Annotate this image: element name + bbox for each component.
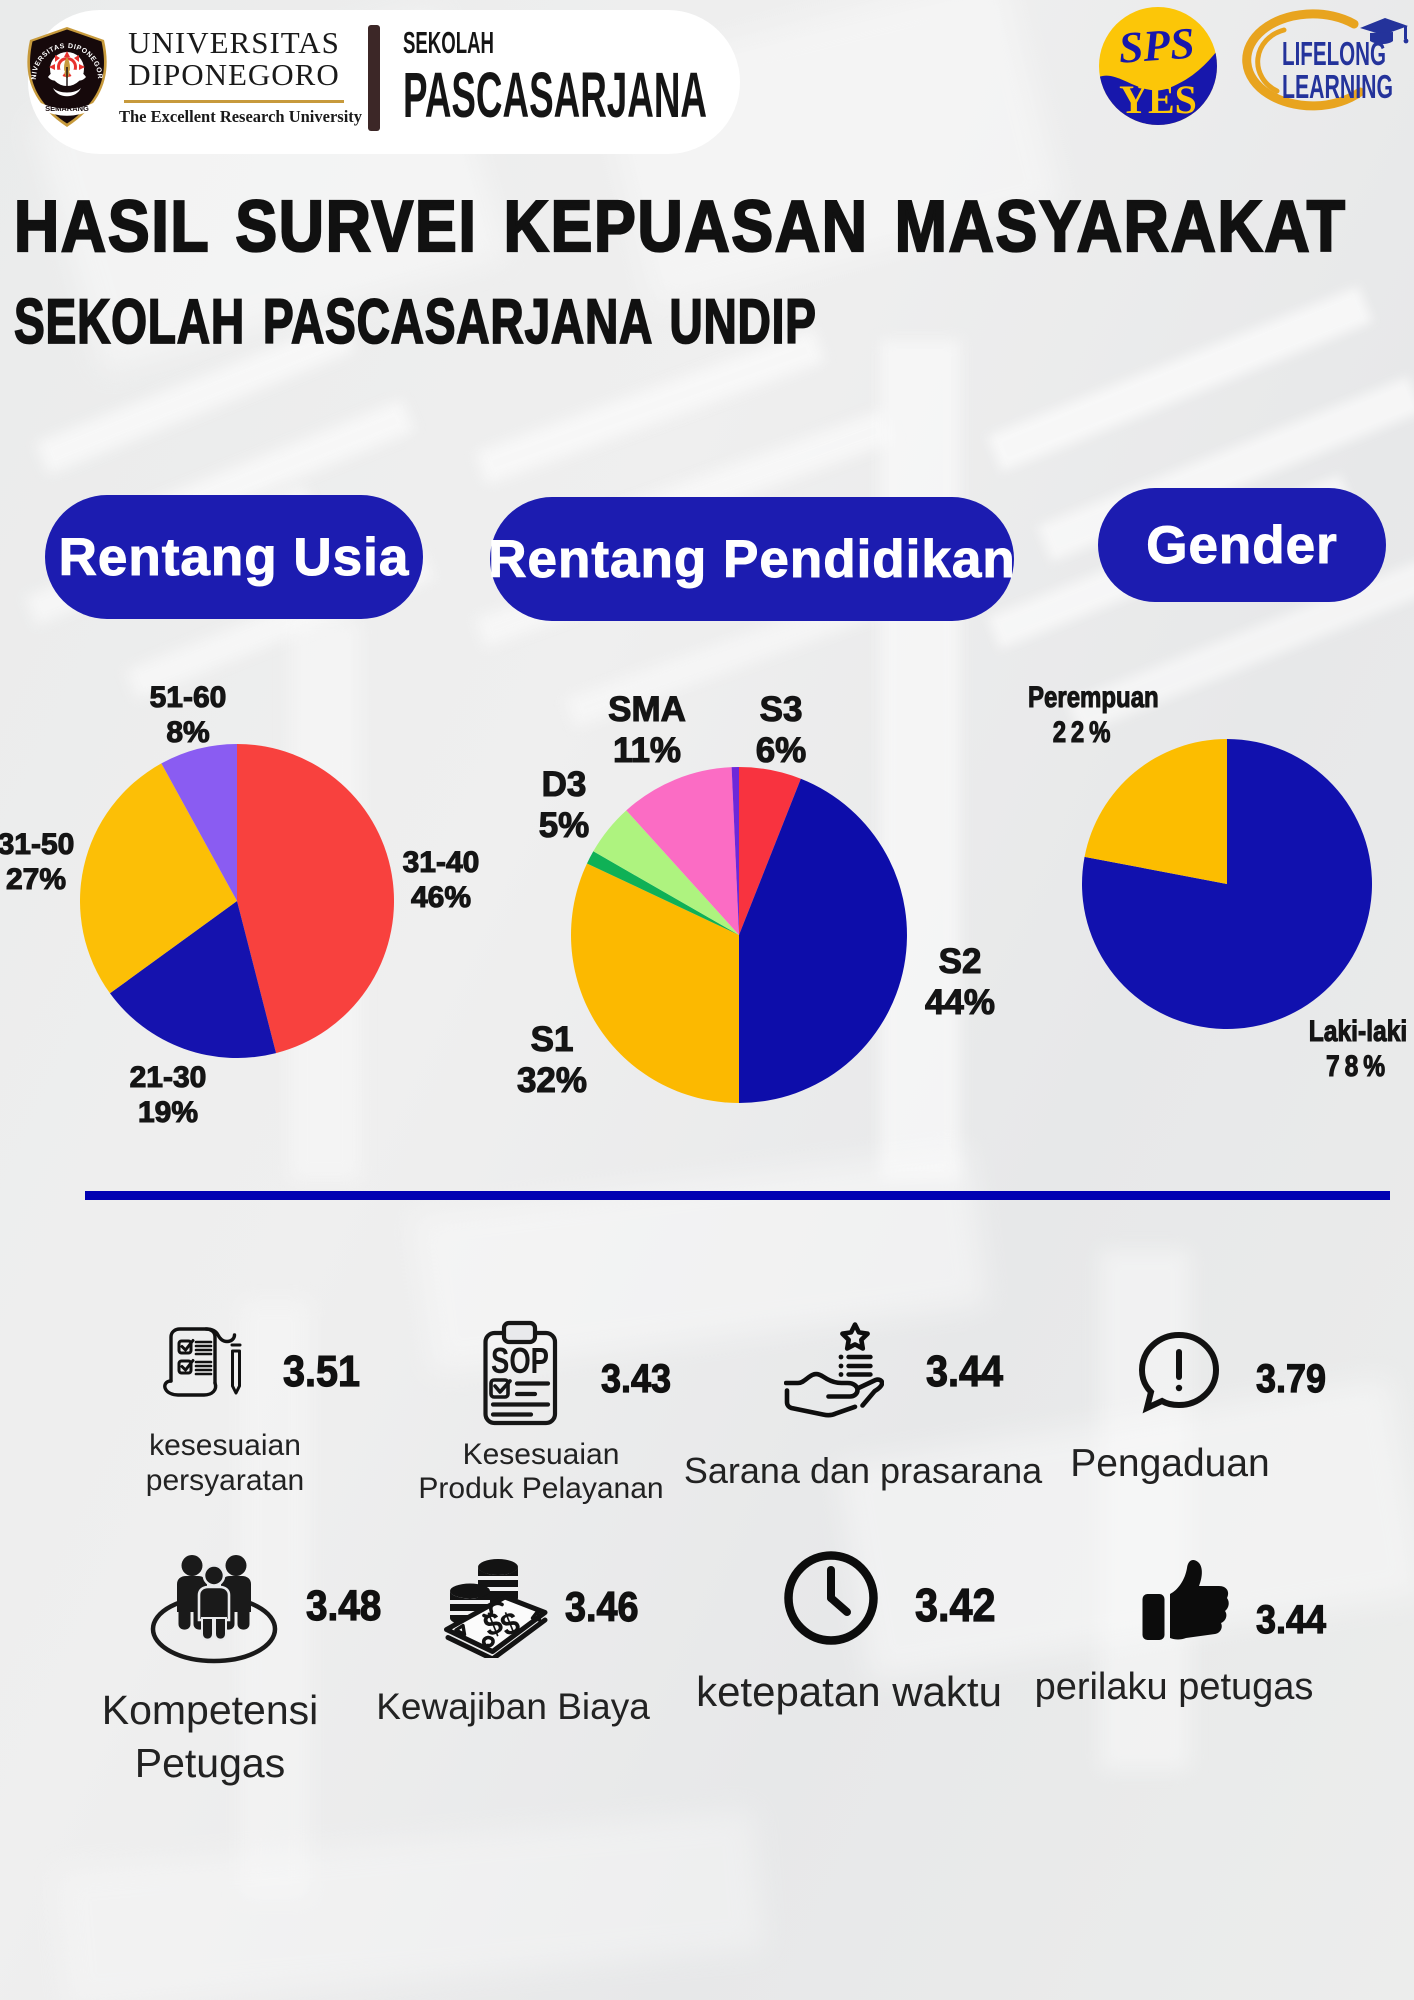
svg-text:LEARNING: LEARNING xyxy=(1282,68,1393,105)
svg-text:LIFELONG: LIFELONG xyxy=(1282,35,1386,72)
svg-text:YES: YES xyxy=(1119,77,1197,122)
svg-text:SEMARANG: SEMARANG xyxy=(45,104,89,113)
svg-text:SOP: SOP xyxy=(491,1340,549,1381)
svg-text:SPS: SPS xyxy=(1117,19,1196,73)
